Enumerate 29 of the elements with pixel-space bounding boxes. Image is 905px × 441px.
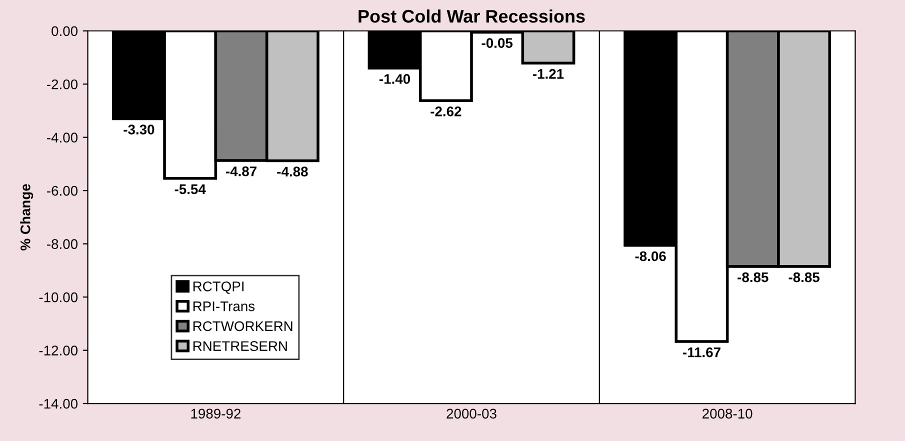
data-label: -1.21 — [532, 69, 564, 79]
x-tick-label: 1989-92 — [191, 408, 240, 419]
legend-label: RPI-Trans — [193, 302, 255, 312]
x-tick-label: 2000-03 — [446, 408, 496, 419]
data-label: -5.54 — [174, 184, 206, 194]
data-label: -4.88 — [277, 166, 308, 177]
data-label: -11.67 — [682, 347, 720, 358]
data-label: -2.62 — [430, 106, 462, 116]
data-label: -8.85 — [738, 272, 768, 282]
y-tick-label: -10.00 — [39, 292, 78, 302]
data-label: -3.30 — [124, 124, 154, 134]
data-label: -4.87 — [226, 166, 256, 176]
x-tick-label: 2008-10 — [702, 408, 752, 419]
data-label: -0.05 — [482, 38, 513, 48]
legend-label: RCTWORKERN — [193, 321, 292, 332]
y-tick-label: -4.00 — [47, 132, 78, 143]
data-label: -8.06 — [635, 251, 666, 262]
chart-title: Post Cold War Recessions — [358, 9, 585, 23]
y-tick-label: -12.00 — [39, 346, 78, 356]
y-tick-label: -8.00 — [47, 239, 78, 249]
legend-label: RCTQPI — [193, 281, 244, 294]
y-tick-label: -14.00 — [39, 398, 78, 409]
y-tick-label: -6.00 — [47, 186, 78, 196]
y-tick-label: 0.00 — [52, 26, 78, 36]
y-tick-label: -2.00 — [47, 79, 78, 90]
data-label: -1.40 — [379, 74, 410, 84]
data-label: -8.85 — [788, 272, 820, 282]
legend-label: RNETRESERN — [193, 341, 287, 352]
y-axis-title: % Change — [20, 184, 34, 250]
